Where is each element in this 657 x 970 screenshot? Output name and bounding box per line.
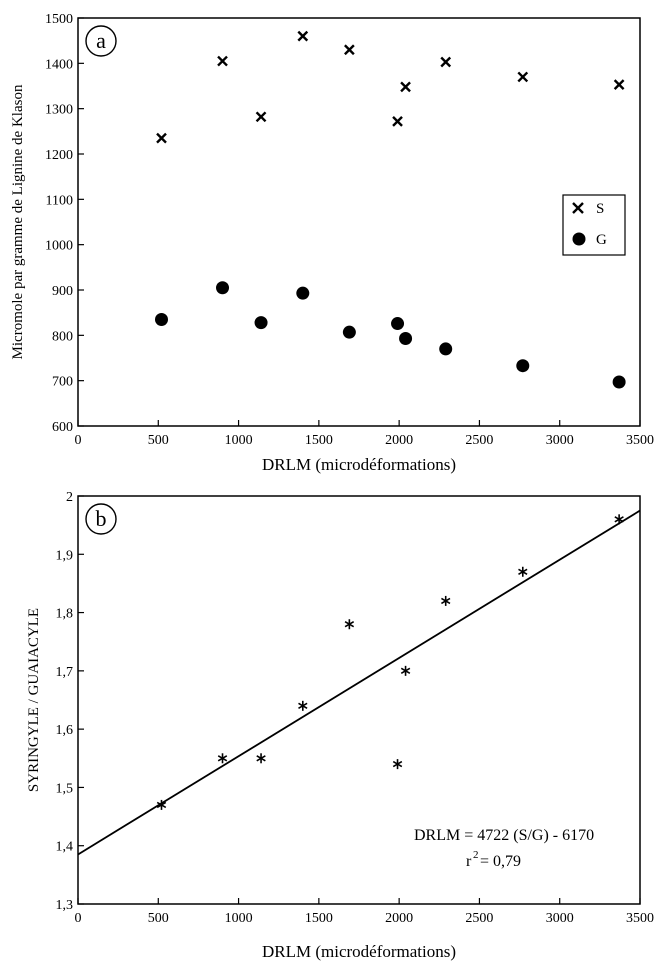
x-tick-label: 1000: [225, 911, 253, 926]
point-s: [440, 56, 452, 68]
x-tick-label: 3500: [626, 433, 654, 448]
x-tick-label: 1500: [305, 433, 333, 448]
point-s: [344, 44, 355, 56]
point-g: [612, 375, 626, 389]
y-tick-label: 1100: [46, 193, 73, 208]
y-tick-label: 1200: [45, 148, 73, 163]
equation-annotation: DRLM = 4722 (S/G) - 6170 r 2 = 0,79: [414, 827, 594, 870]
x-axis-ticks-a: 0 500 1000 1500 2000 2500 3000 3500: [75, 420, 654, 448]
point-s: [517, 71, 529, 83]
point-ratio: [256, 753, 266, 764]
r-squared-superscript: 2: [473, 849, 479, 861]
y-tick-label: 1000: [45, 239, 73, 254]
x-tick-label: 0: [75, 433, 82, 448]
x-tick-label: 500: [148, 433, 169, 448]
point-s: [392, 116, 403, 127]
y-tick-label: 800: [52, 329, 73, 344]
panel-label-circle-b: [85, 503, 117, 535]
x-tick-label: 2500: [465, 911, 493, 926]
r-squared-value: = 0,79: [480, 853, 521, 870]
point-ratio: [392, 759, 403, 770]
y-axis-ticks-b: 1,3 1,4 1,5 1,6 1,7 1,8 1,9 2: [56, 490, 84, 913]
point-s: [400, 81, 411, 93]
legend-marker-g-icon: [572, 232, 586, 246]
panel-a: a 0 500 1000 1500 2000 2500 3000 3500 600 700 800…: [10, 12, 654, 474]
point-s: [255, 111, 267, 123]
point-s: [217, 55, 228, 67]
point-ratio: [156, 799, 167, 810]
x-axis-label-b: DRLM (microdéformations): [262, 942, 456, 961]
point-s: [156, 132, 167, 144]
legend-label-s: S: [596, 201, 604, 217]
y-tick-label: 1400: [45, 57, 73, 72]
y-tick-label: 600: [52, 420, 73, 435]
x-tick-label: 1000: [225, 433, 253, 448]
x-axis-label-a: DRLM (microdéformations): [262, 455, 456, 474]
y-tick-label: 2: [66, 490, 73, 505]
point-g: [516, 359, 530, 373]
point-ratio: [441, 595, 451, 606]
point-g: [254, 316, 268, 330]
point-g: [296, 286, 310, 300]
panel-label-circle-a: [85, 25, 117, 57]
panel-label-a-text: a: [96, 28, 106, 53]
x-tick-label: 2000: [385, 433, 413, 448]
legend-label-g: G: [596, 232, 607, 248]
y-tick-label: 1,8: [56, 607, 74, 622]
x-axis-ticks-b: 0 500 1000 1500 2000 2500 3000 3500: [75, 898, 654, 926]
point-ratio: [518, 566, 528, 577]
legend-box-a: [562, 194, 626, 256]
panel-label-b: b: [85, 503, 117, 535]
point-g: [391, 317, 405, 331]
x-tick-label: 2000: [385, 911, 413, 926]
x-tick-label: 1500: [305, 911, 333, 926]
data-points-a: [154, 30, 626, 389]
point-g: [399, 332, 413, 346]
legend-a: S G: [562, 194, 626, 256]
point-g: [216, 281, 230, 295]
data-points-b: [156, 514, 624, 810]
point-ratio: [614, 514, 624, 525]
x-tick-label: 3000: [546, 911, 574, 926]
plot-frame-a: [77, 17, 641, 427]
r-squared-r: r: [466, 853, 472, 870]
point-ratio: [344, 619, 355, 630]
y-axis-label-a: Micromole par gramme de Lignine de Klaso…: [10, 84, 26, 359]
plot-frame-b: [77, 495, 641, 905]
regression-line: [77, 509, 641, 856]
y-tick-label: 1,9: [56, 548, 74, 563]
x-tick-label: 2500: [465, 433, 493, 448]
point-g: [439, 342, 453, 356]
x-tick-label: 500: [148, 911, 169, 926]
y-tick-label: 700: [52, 375, 73, 390]
point-ratio: [217, 753, 228, 764]
y-tick-label: 1,3: [56, 898, 74, 913]
y-tick-label: 1,4: [56, 840, 74, 855]
regression-equation: DRLM = 4722 (S/G) - 6170: [414, 827, 594, 844]
y-axis-ticks-a: 600 700 800 900 1000 1100 1200 1300 1400 1500: [45, 12, 84, 435]
y-tick-label: 900: [52, 284, 73, 299]
point-s: [297, 30, 309, 42]
y-tick-label: 1,6: [56, 723, 74, 738]
point-g: [154, 312, 168, 326]
x-tick-label: 0: [75, 911, 82, 926]
x-tick-label: 3500: [626, 911, 654, 926]
point-s: [613, 79, 625, 90]
point-ratio: [400, 665, 411, 676]
y-tick-label: 1,5: [56, 781, 74, 796]
y-tick-label: 1500: [45, 12, 73, 27]
legend-marker-s-icon: [572, 202, 584, 214]
y-tick-label: 1300: [45, 103, 73, 118]
panel-label-b-text: b: [96, 506, 107, 531]
panel-label-a: a: [85, 25, 117, 57]
x-tick-label: 3000: [546, 433, 574, 448]
y-axis-label-b: SYRINGYLE / GUAIACYLE: [26, 608, 42, 792]
point-ratio: [298, 700, 308, 711]
y-tick-label: 1,7: [56, 665, 74, 680]
panel-b: b 0 500 1000 1500 2000 2500 3000 3500 1,3 1,4 1,5…: [26, 490, 654, 961]
point-g: [342, 325, 356, 339]
